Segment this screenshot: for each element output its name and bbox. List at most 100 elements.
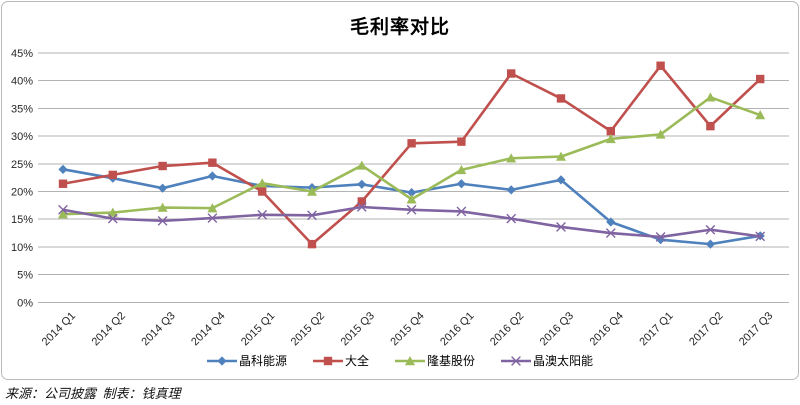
series-1-marker xyxy=(656,61,665,70)
series-1-marker xyxy=(357,197,366,206)
series-2-marker xyxy=(456,164,467,175)
series-2-marker xyxy=(406,194,417,204)
series-1-marker xyxy=(307,239,317,249)
series-1-marker xyxy=(556,94,566,103)
series-2-marker xyxy=(506,153,517,163)
series-3-marker xyxy=(107,213,118,224)
series-0-marker xyxy=(357,179,367,189)
legend-square-icon xyxy=(312,356,343,365)
series-1-marker xyxy=(58,179,68,188)
series-0-marker xyxy=(556,175,566,185)
y-axis-label: 45% xyxy=(11,48,33,60)
x-axis-label: 2017 Q3 xyxy=(737,310,775,348)
series-2-marker xyxy=(356,160,367,170)
y-axis-label: 30% xyxy=(11,131,33,143)
y-axis-label: 40% xyxy=(11,76,33,88)
series-0-marker xyxy=(158,183,168,193)
legend-triangle-icon xyxy=(395,355,425,365)
legend-item-1: 大全 xyxy=(312,352,369,369)
series-3-marker xyxy=(406,204,417,215)
series-3-marker xyxy=(456,206,467,217)
x-axis-label: 2014 Q2 xyxy=(90,310,128,348)
series-1-marker xyxy=(407,139,416,148)
series-0-marker xyxy=(58,164,68,174)
x-axis-label: 2016 Q3 xyxy=(538,310,576,348)
x-axis-label: 2015 Q3 xyxy=(339,310,377,348)
series-2-marker xyxy=(605,133,616,144)
series-2 xyxy=(58,92,766,219)
legend-item-3: 晶澳太阳能 xyxy=(501,352,593,369)
series-1-marker xyxy=(158,161,167,171)
series-1-marker xyxy=(706,121,715,131)
series-2-marker xyxy=(257,178,268,188)
series-3-marker xyxy=(207,213,218,223)
legend-item-0: 晶科能源 xyxy=(206,352,287,369)
series-2-marker xyxy=(307,186,317,196)
series-0-marker xyxy=(407,188,417,198)
series-0-marker xyxy=(506,185,516,195)
series-3 xyxy=(58,202,766,242)
chart-plot-area: 45% 40% 35% 30% 25% 20% 15% 10% 5% 0% 2014 Q1 2014… xyxy=(11,48,789,348)
x-axis-label: 2014 Q1 xyxy=(40,310,78,348)
legend-x-icon xyxy=(501,355,532,366)
series-1-marker xyxy=(208,158,217,167)
y-axis-label: 35% xyxy=(11,103,33,115)
gridlines xyxy=(38,52,789,303)
series-3-marker xyxy=(58,204,68,215)
x-axis-label: 2016 Q2 xyxy=(488,310,526,348)
legend-label: 大全 xyxy=(344,354,369,368)
series-3-marker xyxy=(655,232,666,242)
series-3-marker xyxy=(356,202,367,212)
y-axis-label: 10% xyxy=(11,242,33,254)
series-0-marker xyxy=(606,217,616,227)
series-2-marker xyxy=(207,203,218,213)
series-3-marker xyxy=(705,224,716,235)
x-axis-label: 2016 Q1 xyxy=(438,310,476,348)
series-2-marker xyxy=(705,92,716,102)
y-axis-label: 25% xyxy=(11,159,33,171)
series-3-marker xyxy=(506,213,517,224)
series-1-line xyxy=(62,64,762,246)
y-axis-labels: 45% 40% 35% 30% 25% 20% 15% 10% 5% 0% xyxy=(11,48,33,309)
series-1-marker xyxy=(756,74,765,84)
legend-label: 隆基股份 xyxy=(427,354,476,368)
x-axis-label: 2015 Q4 xyxy=(388,310,426,348)
x-axis-label: 2015 Q2 xyxy=(289,310,327,348)
series-2-marker xyxy=(157,202,168,212)
chart-title: 毛利率对比 xyxy=(349,17,450,38)
x-axis-labels: 2014 Q1 2014 Q2 2014 Q3 2014 Q4 2015 Q1 2015 … xyxy=(40,310,776,348)
series-3-marker xyxy=(307,210,317,221)
series-2-marker xyxy=(755,110,766,120)
series-1-marker xyxy=(606,126,615,136)
series-2-marker xyxy=(58,209,68,219)
series-0-marker xyxy=(456,179,466,189)
series-3-marker xyxy=(556,222,566,232)
x-axis-label: 2014 Q4 xyxy=(189,310,227,348)
x-axis-label: 2017 Q1 xyxy=(637,310,675,348)
series-1-marker xyxy=(457,137,466,146)
x-axis-label: 2016 Q4 xyxy=(588,310,626,348)
series-2-marker xyxy=(107,207,118,217)
legend-label: 晶科能源 xyxy=(238,354,287,368)
series-2-marker xyxy=(556,151,566,161)
x-axis-label: 2017 Q2 xyxy=(687,310,725,348)
series-group xyxy=(58,61,766,249)
x-axis-label: 2014 Q3 xyxy=(139,310,177,348)
source-note: 来源：公司披露 制表：钱真理 xyxy=(5,386,181,401)
series-1-marker xyxy=(258,187,267,196)
y-axis-label: 0% xyxy=(17,297,33,309)
y-axis-label: 15% xyxy=(11,214,33,226)
series-1-marker xyxy=(507,69,516,78)
legend-item-2: 隆基股份 xyxy=(395,352,475,369)
series-1 xyxy=(58,61,765,249)
y-axis-label: 20% xyxy=(11,187,33,199)
series-3-marker xyxy=(605,228,616,238)
series-1-marker xyxy=(108,170,117,180)
series-3-line xyxy=(62,205,761,239)
series-2-marker xyxy=(655,129,666,139)
y-axis-label: 5% xyxy=(17,270,33,282)
chart-legend: 晶科能源 大全 隆基股份 晶澳太阳能 xyxy=(0,352,800,369)
series-3-marker xyxy=(755,231,766,242)
series-3-marker xyxy=(157,215,168,226)
